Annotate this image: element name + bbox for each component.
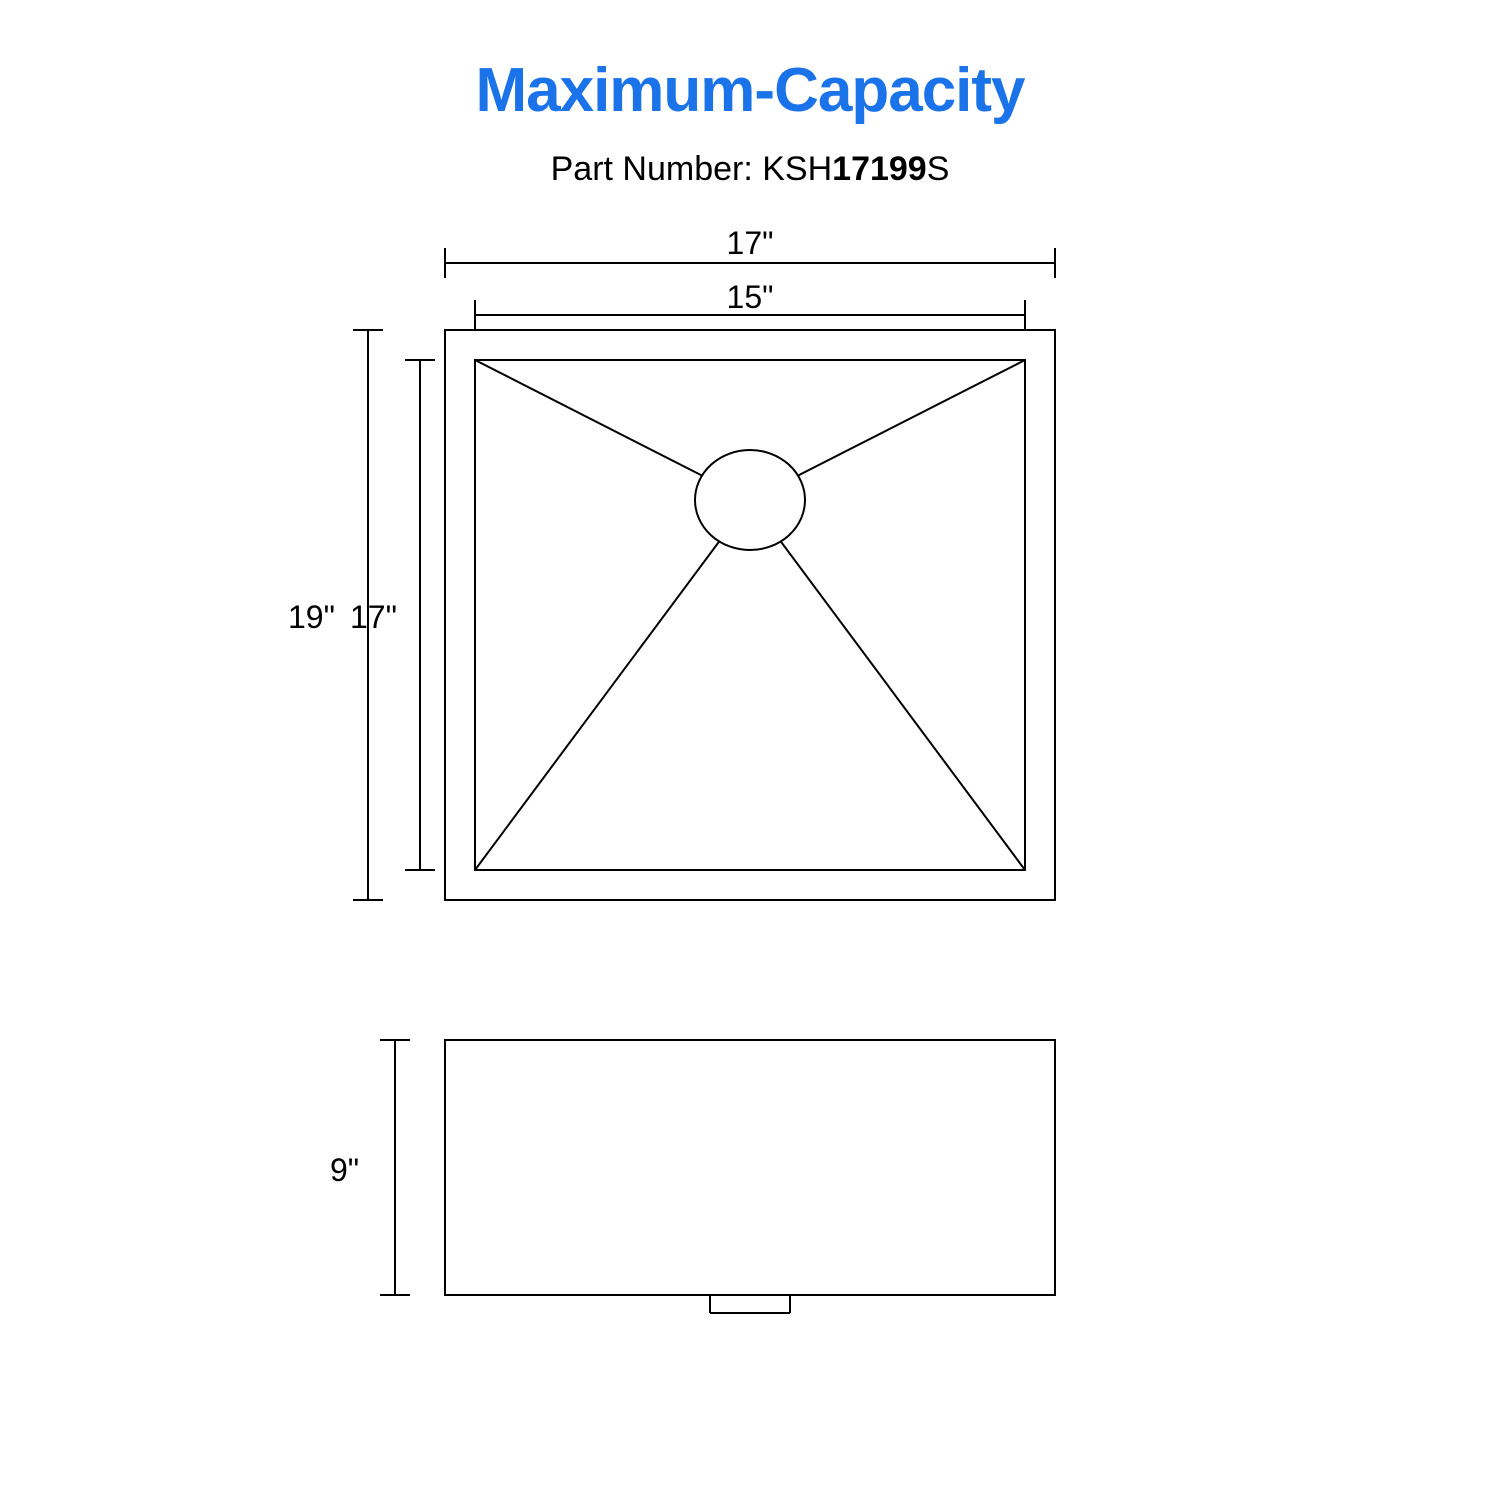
- dim-label-inner-width: 15": [727, 279, 774, 316]
- dim-label-outer-height: 19": [288, 599, 335, 636]
- dim-label-inner-height: 17": [350, 599, 397, 636]
- dim-label-outer-width: 17": [727, 225, 774, 262]
- dim-label-depth: 9": [330, 1152, 359, 1189]
